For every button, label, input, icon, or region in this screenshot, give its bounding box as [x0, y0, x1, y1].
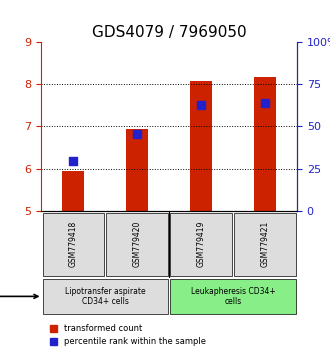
Text: Leukapheresis CD34+
cells: Leukapheresis CD34+ cells	[191, 287, 276, 306]
FancyBboxPatch shape	[43, 212, 104, 276]
Point	[135, 131, 140, 137]
Text: GSM779419: GSM779419	[197, 221, 206, 267]
Bar	[62, 171, 84, 211]
Text: GSM779420: GSM779420	[133, 221, 142, 267]
Point	[71, 158, 76, 164]
Point	[262, 101, 268, 106]
FancyBboxPatch shape	[107, 212, 168, 276]
FancyBboxPatch shape	[170, 212, 232, 276]
Legend: transformed count, percentile rank within the sample: transformed count, percentile rank withi…	[47, 321, 209, 350]
FancyBboxPatch shape	[234, 212, 296, 276]
FancyBboxPatch shape	[170, 279, 296, 314]
Text: GSM779418: GSM779418	[69, 221, 78, 267]
Text: Lipotransfer aspirate
CD34+ cells: Lipotransfer aspirate CD34+ cells	[65, 287, 146, 306]
FancyBboxPatch shape	[43, 279, 168, 314]
Bar	[254, 77, 276, 211]
Bar	[190, 81, 212, 211]
Text: cell type: cell type	[0, 291, 38, 301]
Title: GDS4079 / 7969050: GDS4079 / 7969050	[92, 25, 247, 40]
Text: GSM779421: GSM779421	[260, 221, 270, 267]
Point	[198, 102, 204, 108]
Bar	[126, 129, 148, 211]
